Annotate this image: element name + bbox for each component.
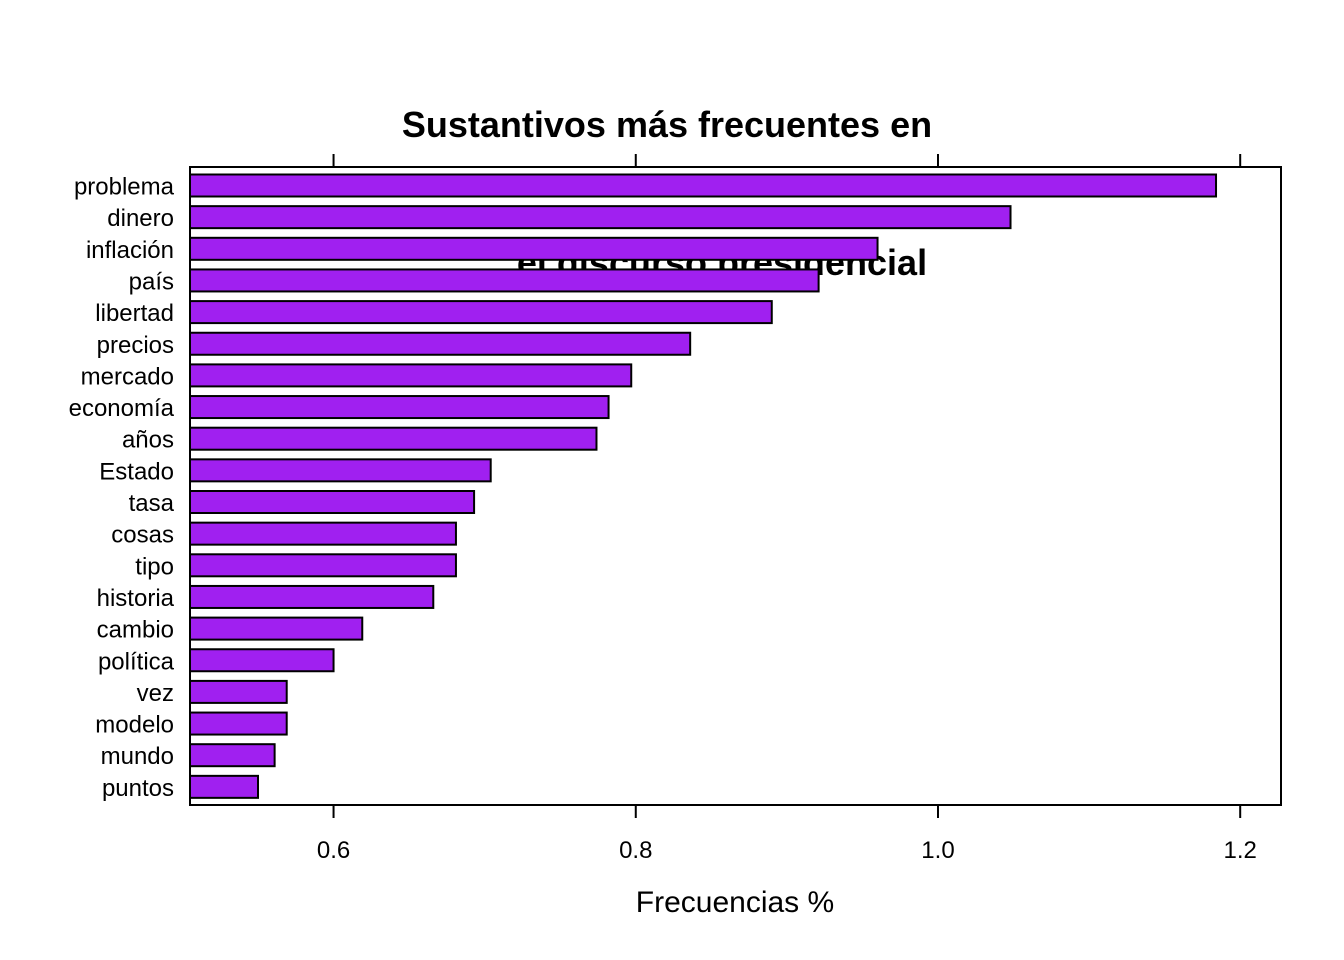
x-tick-label: 0.8 — [619, 837, 652, 864]
bar-años — [189, 426, 598, 451]
category-labels-group: problema dinero inflación país libertad preci… — [69, 174, 175, 802]
bar-libertad — [189, 300, 773, 325]
x-tick-label: 0.6 — [317, 837, 350, 864]
category-label: cambio — [97, 617, 174, 644]
category-label: modelo — [95, 712, 174, 739]
bar-inflación — [189, 236, 879, 261]
category-label: Estado — [99, 458, 174, 485]
bar-modelo — [189, 711, 288, 736]
category-label: tasa — [129, 490, 175, 517]
bar-política — [189, 648, 335, 673]
bar-precios — [189, 331, 692, 356]
bar-cosas — [189, 521, 457, 546]
bar-país — [189, 268, 820, 293]
category-label: historia — [97, 585, 175, 612]
bar-tipo — [189, 553, 457, 578]
bar-problema — [189, 173, 1218, 198]
bars-group — [189, 173, 1218, 799]
bar-tasa — [189, 490, 476, 514]
bar-mercado — [189, 363, 633, 388]
category-label: problema — [74, 174, 175, 201]
category-label: vez — [137, 680, 174, 707]
category-label: país — [129, 268, 174, 295]
category-label: dinero — [107, 205, 174, 232]
x-tick-label: 1.2 — [1224, 837, 1257, 864]
category-label: libertad — [95, 300, 174, 327]
category-label: cosas — [111, 522, 174, 549]
bar-economía — [189, 395, 610, 420]
bar-vez — [189, 679, 288, 704]
chart-title-line-1: Sustantivos más frecuentes en — [401, 104, 933, 145]
bar-dinero — [189, 205, 1012, 230]
x-tick-label: 1.0 — [921, 837, 954, 864]
plot-frame — [189, 166, 1282, 806]
category-label: precios — [97, 332, 174, 359]
x-axis-title: Frecuencias % — [636, 886, 834, 919]
category-label: mundo — [101, 743, 174, 770]
x-axis-group: 0.6 0.8 1.0 1.2 — [317, 154, 1257, 864]
category-label: tipo — [135, 553, 174, 580]
category-label: economía — [69, 395, 175, 422]
bar-Estado — [189, 458, 492, 483]
bar-cambio — [189, 616, 364, 641]
category-label: puntos — [102, 775, 174, 802]
bar-mundo — [189, 743, 276, 768]
category-label: política — [98, 648, 175, 675]
category-label: mercado — [81, 363, 174, 390]
category-label: inflación — [86, 237, 174, 264]
bar-historia — [189, 584, 435, 609]
category-label: años — [122, 427, 174, 454]
bar-puntos — [189, 774, 259, 799]
